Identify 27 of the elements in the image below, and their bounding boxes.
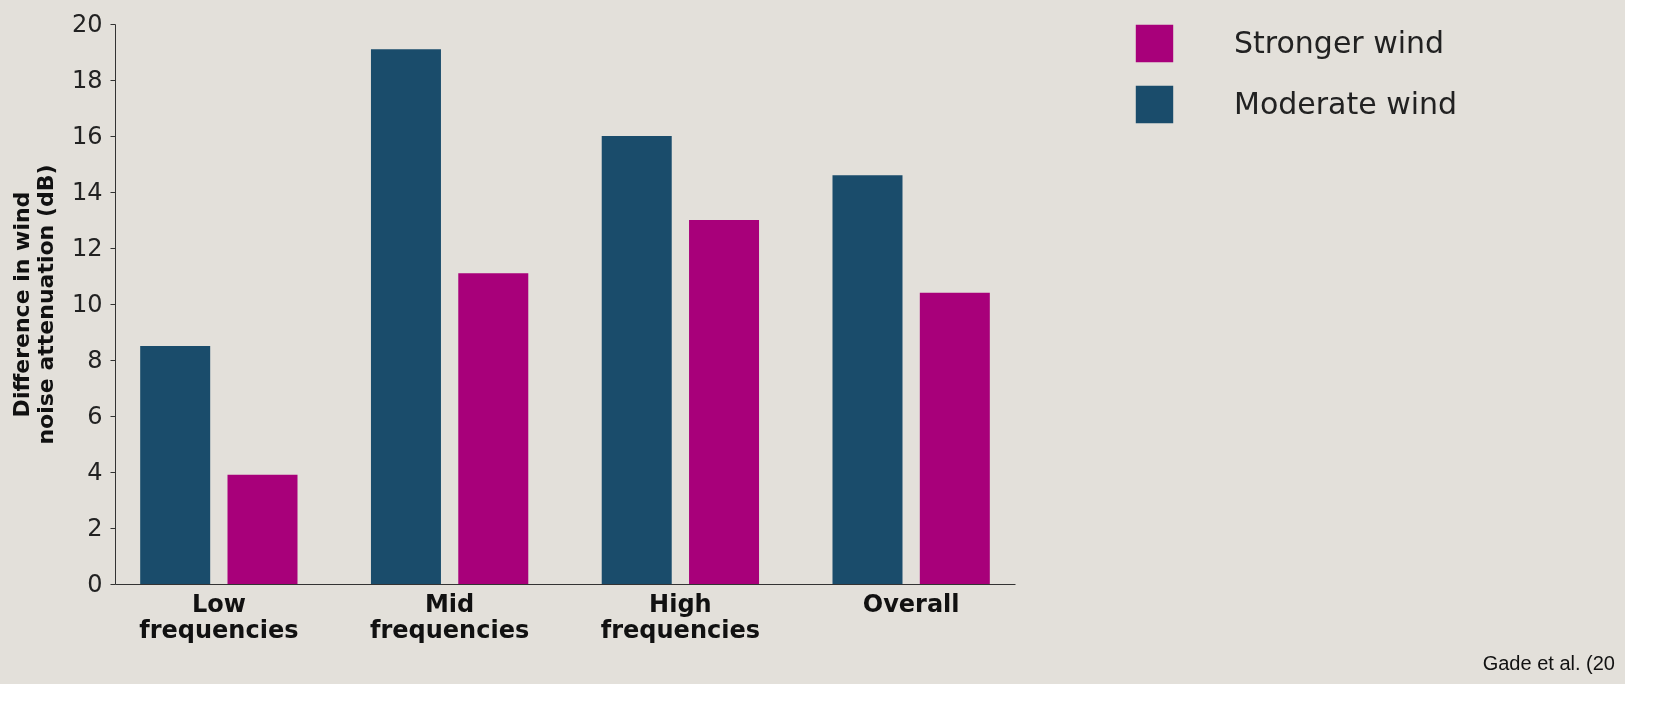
bar [227,474,298,584]
bar [689,220,760,584]
y-tick-label: 16 [71,121,103,150]
bar [458,273,529,584]
y-tick-label: 12 [71,233,103,262]
y-tick-label: 10 [71,289,103,318]
y-tick-label: 20 [71,9,103,38]
x-tick-label: Overall [862,589,960,618]
bar [601,136,672,584]
y-tick-label: 0 [87,569,103,598]
y-tick-label: 4 [87,457,103,486]
x-tick-label: Mid frequencies [370,589,530,644]
x-tick-label: High frequencies [600,589,760,644]
legend-label: Moderate wind [1234,85,1458,121]
legend-label: Stronger wind [1234,24,1445,60]
y-tick-label: 2 [87,513,103,542]
bar [919,292,990,584]
x-tick-label: Low frequencies [139,589,299,644]
y-tick-label: 18 [71,65,103,94]
y-tick-label: 14 [71,177,103,206]
y-tick-label: 6 [87,401,103,430]
text: Gade et al. (20 [1482,652,1615,674]
y-tick-label: 8 [87,345,103,374]
bar [832,175,903,584]
bar [370,49,441,584]
y-axis-title: Difference in wind noise attenuation (dB) [8,164,58,445]
bar [140,346,211,584]
